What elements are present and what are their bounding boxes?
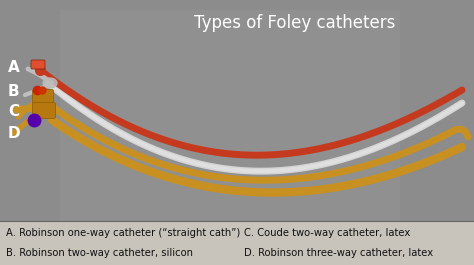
- Text: A. Robinson one-way catheter (“straight cath”): A. Robinson one-way catheter (“straight …: [6, 228, 240, 238]
- Text: B: B: [8, 83, 19, 99]
- Text: D. Robinson three-way catheter, latex: D. Robinson three-way catheter, latex: [244, 248, 433, 258]
- Bar: [60, 10, 400, 221]
- Text: C. Coude two-way catheter, latex: C. Coude two-way catheter, latex: [244, 228, 410, 238]
- Text: A: A: [8, 60, 20, 76]
- Ellipse shape: [43, 78, 57, 88]
- Text: Types of Foley catheters: Types of Foley catheters: [194, 14, 396, 32]
- Bar: [0, 0, 474, 221]
- Text: D: D: [8, 126, 21, 140]
- Text: B. Robinson two-way catheter, silicon: B. Robinson two-way catheter, silicon: [6, 248, 193, 258]
- Bar: [0, 221, 474, 265]
- FancyBboxPatch shape: [33, 103, 55, 118]
- FancyBboxPatch shape: [31, 60, 45, 69]
- Text: C: C: [8, 104, 19, 120]
- FancyBboxPatch shape: [33, 90, 54, 104]
